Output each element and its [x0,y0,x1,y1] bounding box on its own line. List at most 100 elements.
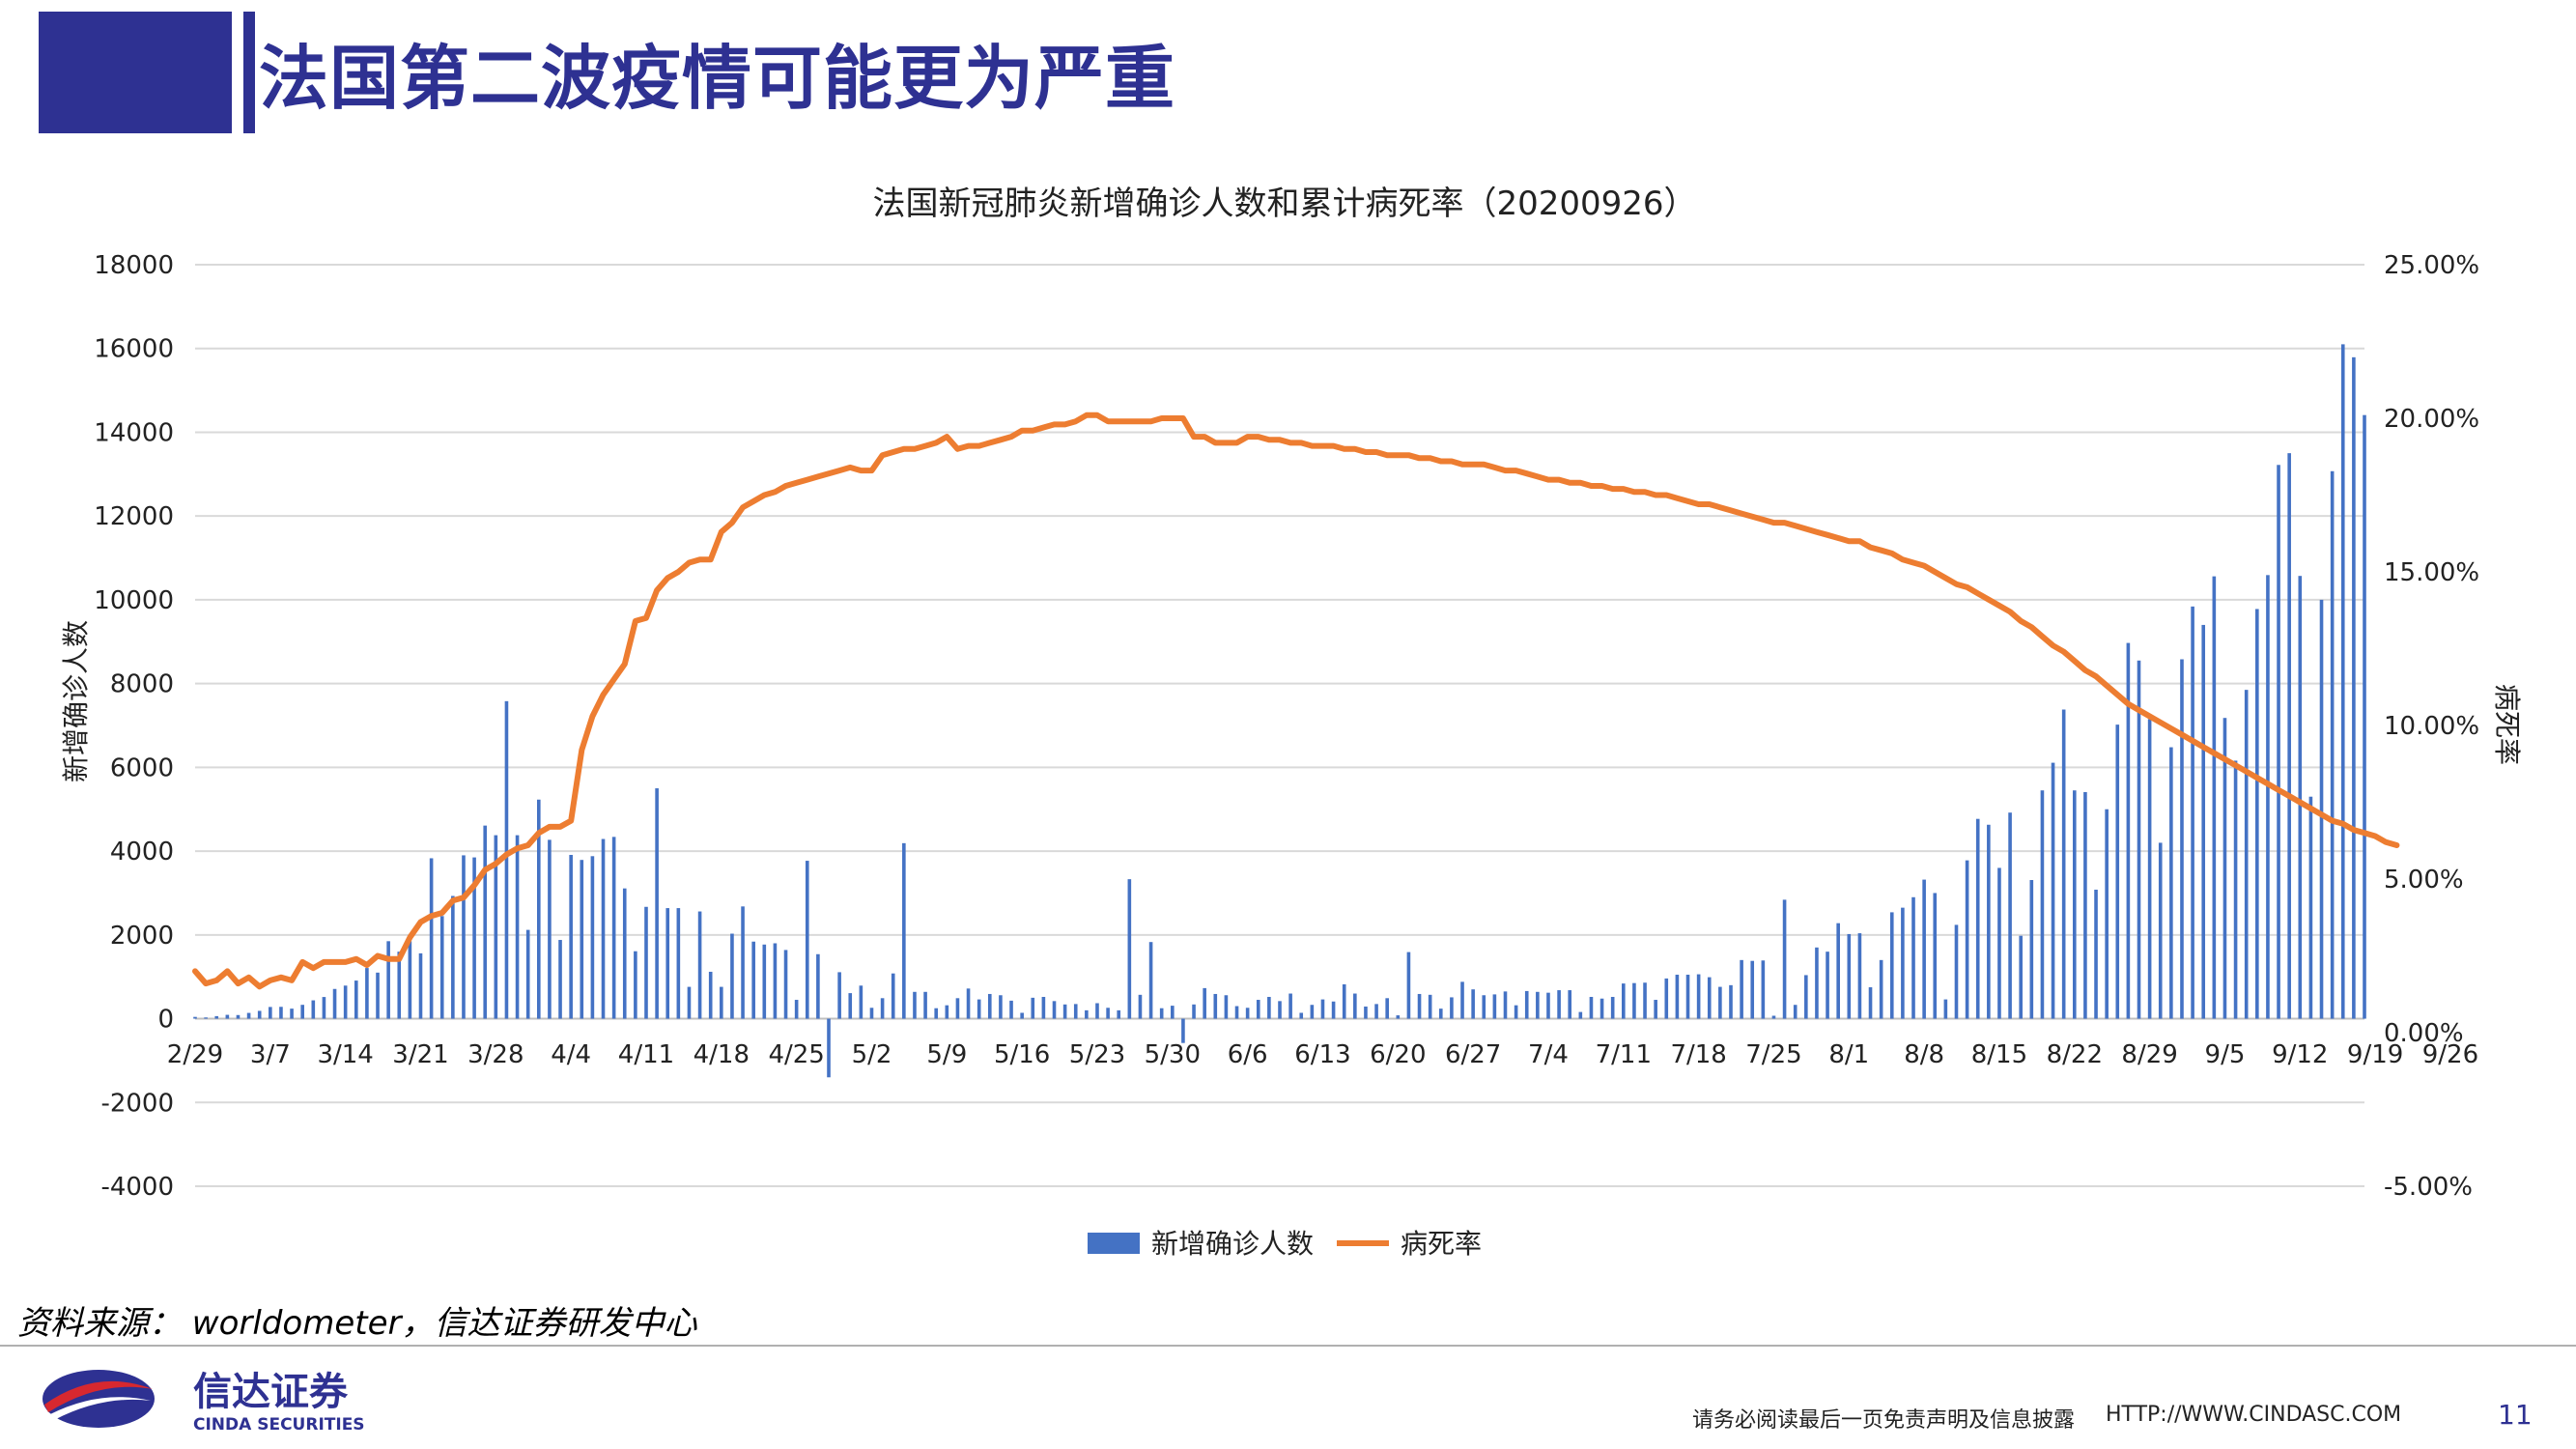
bar [2308,796,2313,1019]
y-tick-label: 10000 [94,586,174,615]
bar [655,788,659,1019]
bar [622,888,627,1019]
bar [794,1000,799,1019]
bar [1578,1011,1583,1019]
x-tick-label: 7/25 [1745,1040,1801,1069]
website-link[interactable]: HTTP://WWW.CINDASC.COM [2106,1403,2402,1427]
bar [1234,1006,1239,1019]
bar [880,998,885,1019]
bar [1492,994,1497,1019]
bar [1836,923,1840,1019]
x-tick-label: 5/9 [926,1040,967,1069]
bar [1965,860,1969,1019]
bar [2094,889,2098,1019]
x-tick-label: 8/1 [1828,1040,1869,1069]
bar [697,911,702,1019]
line-series [192,412,2400,990]
bar [1911,896,1915,1019]
bar [1310,1005,1315,1019]
y-tick-label: 18000 [94,251,174,280]
bar [783,950,788,1019]
bar [1062,1004,1067,1019]
bar [1729,984,1733,1019]
bar [1696,974,1701,1019]
bar [1331,1001,1336,1019]
bar [2212,576,2217,1019]
bar [1589,996,1594,1019]
bar [869,1008,874,1019]
bar [1320,999,1325,1019]
bar [1148,942,1153,1019]
bar [601,838,606,1019]
bar [1085,1009,1089,1019]
bar [2115,724,2120,1019]
bar [2061,709,2066,1019]
bar [1987,824,1991,1019]
y2-tick-label: 10.00% [2384,712,2479,741]
bar [1471,989,1475,1019]
bar [1632,982,1636,1019]
bar [1482,995,1486,1019]
bar [1643,982,1647,1019]
bar [1546,992,1550,1019]
bar [1106,1008,1110,1019]
bar [966,988,971,1019]
bar [902,842,906,1019]
bar [2158,842,2163,1019]
disclaimer-text: 请务必阅读最后一页免责声明及信息披露 [1692,1408,2076,1433]
bar [1041,996,1046,1019]
bar [1450,997,1454,1019]
bar [1417,993,1422,1019]
x-tick-label: 4/11 [618,1040,674,1069]
bar [1224,995,1229,1019]
x-axis: 2/29 3/7 3/14 3/21 3/28 4/4 4/11 4/18 4/25 5/2 5/9… [167,1040,2478,1069]
bar [1524,990,1529,1019]
bar [1750,960,1755,1019]
y-tick-label: 0 [157,1006,174,1035]
bar [1654,1000,1657,1019]
bar [1364,1006,1368,1019]
bar [548,839,552,1019]
x-tick-label: 5/30 [1145,1040,1201,1069]
bar [2180,659,2184,1019]
bar [537,799,541,1019]
x-tick-label: 4/18 [694,1040,750,1069]
legend-line-label: 病死率 [1401,1228,1482,1260]
bar [300,1005,304,1019]
x-tick-label: 6/27 [1445,1040,1501,1069]
bar [2126,642,2131,1019]
y-tick-label: 4000 [110,838,174,867]
bar [279,1007,283,1019]
bar [999,995,1003,1019]
x-tick-label: 8/15 [1971,1040,2027,1069]
bar [730,933,734,1019]
bar [1943,999,1948,1019]
bar [2137,660,2141,1019]
bar [2019,935,2023,1019]
right-axis: 25.00% 20.00% 15.00% 10.00% 5.00% 0.00% -5.00% [2384,251,2479,1202]
bar [2222,718,2227,1019]
x-tick-label: 3/28 [467,1040,524,1069]
bar [1353,993,1357,1019]
bar [1740,959,1743,1019]
y2-tick-label: 0.00% [2384,1019,2464,1048]
bar [1718,986,1722,1019]
bar [687,986,692,1019]
bar [1599,998,1604,1019]
bar [676,908,681,1019]
bar [816,953,820,1019]
bar [1685,975,1690,1019]
bar [386,941,390,1019]
x-tick-label: 6/13 [1294,1040,1350,1069]
bar [2330,470,2335,1019]
y2-tick-label: -5.00% [2384,1173,2473,1202]
bar [1438,1009,1443,1019]
legend-bar-label: 新增确诊人数 [1151,1228,1314,1260]
bar [1804,975,1808,1019]
source-note: 资料来源： worldometer，信达证券研发中心 [17,1304,697,1343]
bar [504,700,509,1019]
bar [408,941,412,1019]
bar [429,858,434,1019]
bar [451,895,455,1019]
bar [590,856,595,1019]
